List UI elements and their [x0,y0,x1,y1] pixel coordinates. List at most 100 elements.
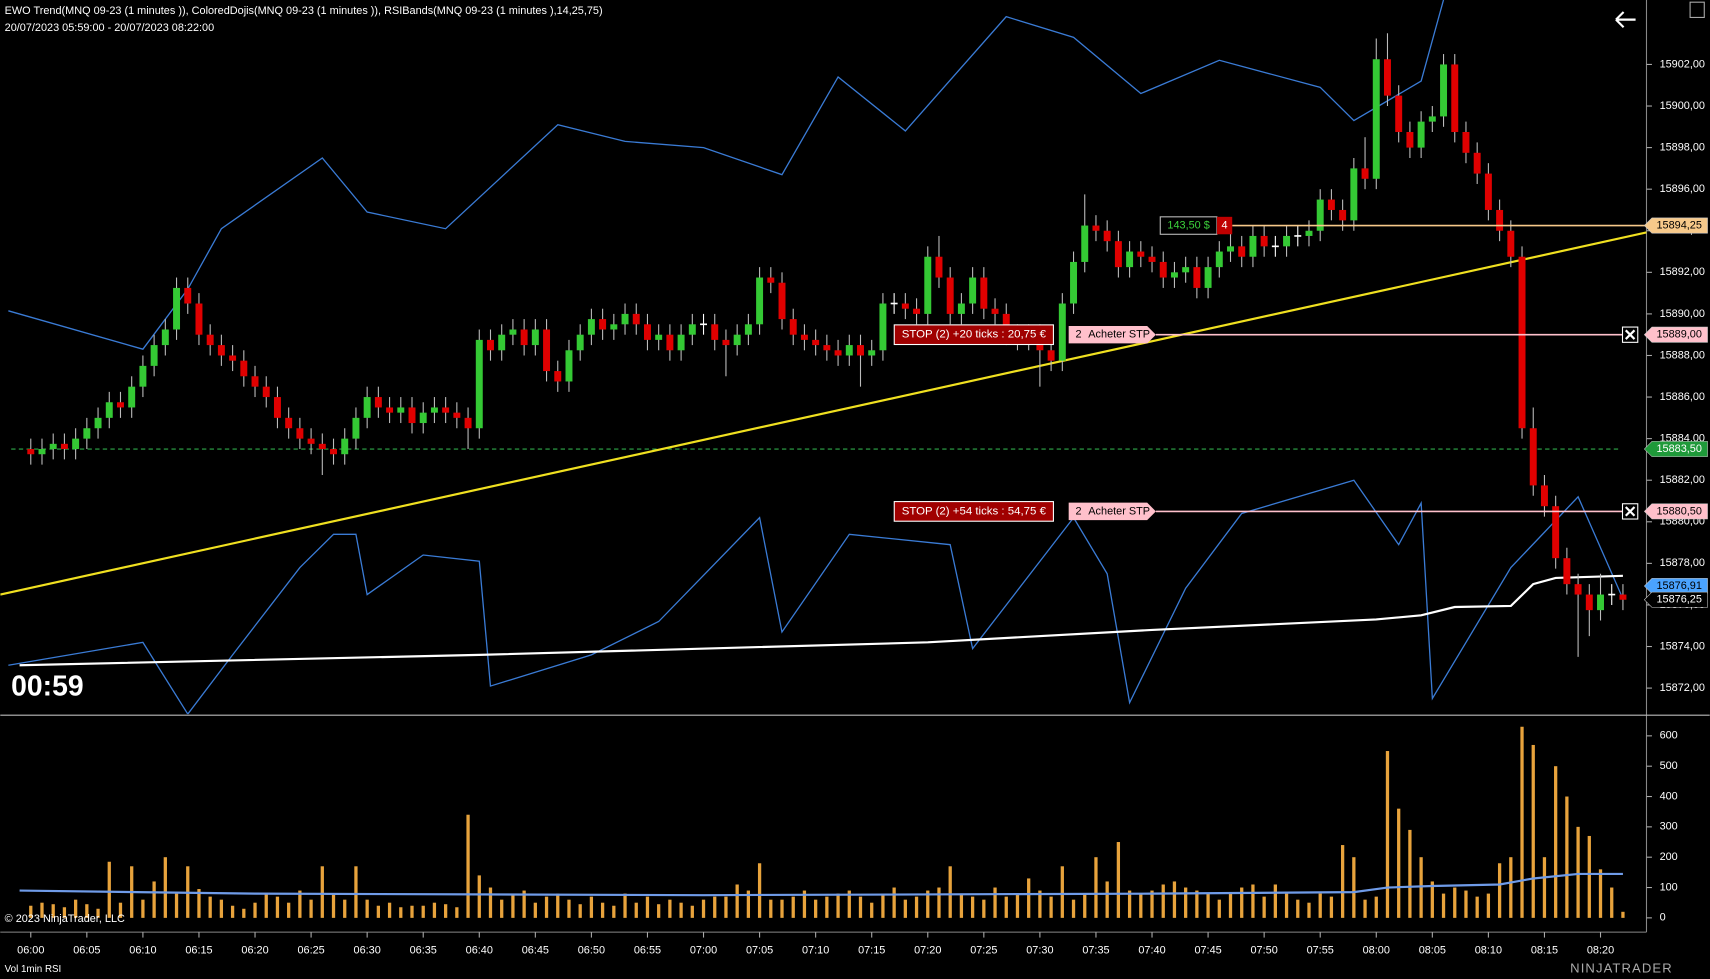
candle-body [105,402,113,418]
volume-bar [1150,890,1154,918]
volume-bar [1419,857,1423,918]
copyright: © 2023 NinjaTrader, LLC [5,913,125,925]
candle-body [789,319,797,335]
candle-body [1563,558,1571,585]
volume-bar [1475,896,1479,918]
x-tick-label: 06:35 [410,945,437,957]
volume-bar [242,908,246,918]
volume-bar [1217,899,1221,918]
volume-bar [713,896,717,918]
volume-bar [1453,887,1457,918]
volume-bar [1565,796,1569,918]
candle-body [1114,241,1122,268]
candle-body [408,407,416,424]
chart-title: EWO Trend(MNQ 09-23 (1 minutes )), Color… [5,5,603,17]
x-tick-label: 08:05 [1419,945,1446,957]
price-marker-label: 15880,50 [1656,505,1701,517]
volume-bar [959,893,964,918]
candle-body [195,303,203,335]
candle-body [1350,168,1358,221]
x-tick-label: 07:45 [1194,945,1221,957]
volume-bar [937,887,941,918]
y-tick-label: 15896,00 [1660,183,1705,195]
candle-body [1552,506,1560,559]
rsi-band [8,0,1445,350]
volume-bar [724,896,728,918]
status-text: Vol 1min RSI [5,964,62,975]
volume-bar [1060,866,1064,918]
volume-bar [668,899,672,918]
volume-bar [1307,902,1311,918]
candle-body [643,324,651,340]
price-marker-label: 15889,00 [1656,329,1701,341]
volume-bar [432,902,437,918]
candle-body [834,350,842,356]
candle-body [1597,594,1604,611]
volume-bar [62,907,67,918]
volume-bar [500,899,504,918]
candle-body [677,334,685,351]
candle-body [38,449,46,455]
candle-body [778,282,786,320]
candle-body [1215,251,1223,268]
candle-body [117,402,124,408]
order-tag[interactable] [1068,502,1156,521]
candle-body [531,329,539,346]
stop-label-box [893,324,1054,346]
candle-body [139,365,147,387]
candle-body [1462,132,1470,153]
y-tick-label: 15900,00 [1660,100,1705,112]
volume-bar [1116,842,1121,918]
price-marker [1643,591,1708,608]
volume-bar [1195,890,1199,918]
window-button[interactable] [1689,1,1705,18]
candle-body [1440,64,1448,117]
candle-body [913,308,921,314]
volume-bar [410,905,414,918]
volume-bar [444,904,448,918]
stop-label-box [893,501,1054,522]
candle-body [1159,261,1167,278]
volume-bar [1363,899,1367,918]
order-tag[interactable] [1068,325,1156,344]
candle-body [1103,230,1111,242]
candle-body [1518,256,1526,429]
volume-bar [1520,726,1524,918]
stop-label: STOP (2) +54 ticks : 54,75 € [902,505,1047,517]
volume-bar [836,893,840,918]
candle-body [49,443,57,450]
position-qty: 4 [1222,219,1228,231]
x-tick-label: 06:15 [185,945,212,957]
volume-bar [814,899,818,918]
candle-body [1081,225,1089,262]
candle-body [1428,116,1436,122]
candle-body [1058,303,1066,361]
candle-body [1002,313,1010,335]
order-action: Acheter STP [1088,505,1150,517]
volume-bar [600,902,605,918]
x-tick-label: 07:10 [802,945,829,957]
candle-body [1170,272,1178,278]
volume-bar [1071,899,1076,918]
volume-bar [466,814,470,918]
volume-bar [1318,893,1322,918]
volume-bar [73,899,78,918]
back-button[interactable] [1615,11,1636,29]
volume-bar [51,904,55,918]
x-tick-label: 08:20 [1587,945,1614,957]
x-tick-label: 07:30 [1026,945,1053,957]
volume-tick-label: 500 [1660,760,1678,772]
volume-bar [343,899,347,918]
volume-bar [163,857,167,918]
candle-body [1283,235,1291,247]
candle-body [229,355,237,361]
volume-bar [174,893,179,918]
volume-bar [1015,893,1020,918]
candle-body [576,334,584,351]
x-tick-label: 06:30 [354,945,381,957]
candle-body [1327,199,1335,210]
volume-bar [1385,751,1390,918]
x-tick-label: 08:15 [1531,945,1558,957]
candle-body [1529,428,1537,486]
